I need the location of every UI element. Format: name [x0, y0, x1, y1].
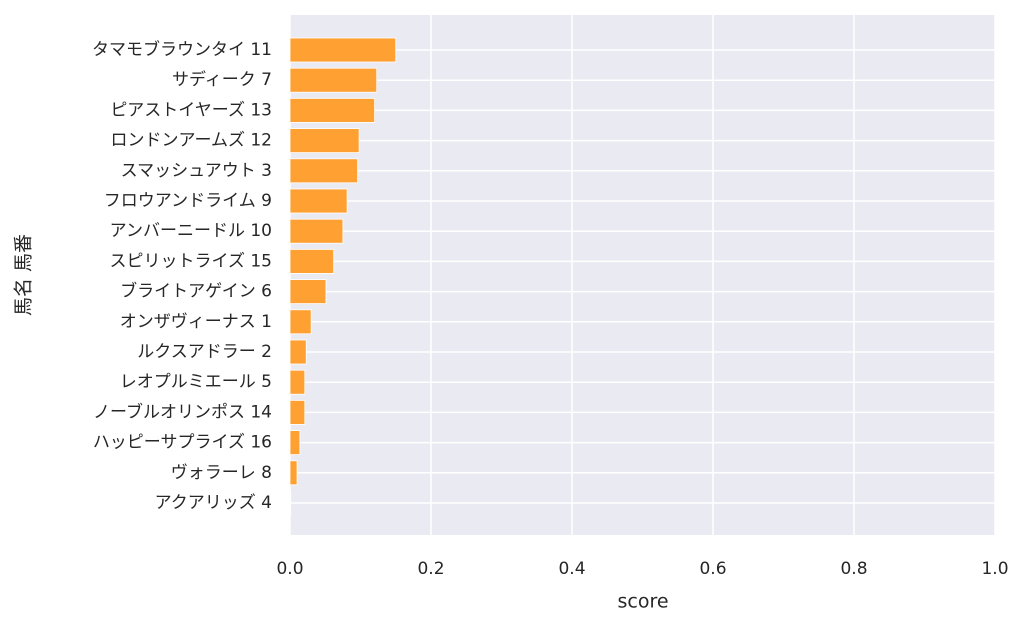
y-tick-label: ブライトアゲイン 6: [120, 281, 272, 302]
bar: [289, 279, 327, 305]
y-tick-label: ロンドンアームズ 12: [110, 131, 272, 151]
bar: [289, 490, 292, 516]
bar: [289, 128, 360, 154]
y-tick-label: スマッシュアウト 3: [121, 161, 272, 181]
y-tick-label: サディーク 7: [172, 69, 272, 90]
bar: [289, 460, 298, 486]
x-tick-label: 0.8: [840, 559, 867, 579]
x-tick-label: 0.0: [276, 559, 303, 579]
y-tick-label: フロウアンドライム 9: [104, 191, 272, 211]
x-tick-label: 0.2: [417, 559, 444, 579]
bar: [289, 218, 344, 244]
x-tick-label: 0.4: [558, 559, 585, 579]
bar: [289, 399, 306, 425]
bar: [289, 67, 378, 93]
bar: [289, 188, 348, 214]
y-tick-label: ヴォラーレ 8: [171, 463, 272, 483]
bar: [289, 248, 335, 274]
y-tick-label: ハッピーサプライズ 16: [93, 433, 272, 453]
y-axis-label: 馬名 馬番: [13, 234, 35, 316]
bar: [289, 369, 306, 395]
y-tick-label: タマモブラウンタイ 11: [92, 39, 272, 60]
x-axis-label: score: [617, 591, 668, 613]
plot-area: [290, 15, 995, 535]
y-tick-label: ノーブルオリンポス 14: [93, 401, 272, 422]
y-tick-label: アクアリッズ 4: [155, 493, 272, 513]
y-tick-label: オンザヴィーナス 1: [120, 312, 272, 332]
bar: [289, 158, 359, 184]
bar: [289, 98, 375, 123]
y-tick-label: レオプルミエール 5: [120, 372, 272, 392]
x-tick-label: 1.0: [981, 559, 1008, 579]
y-tick-label: ピアストイヤーズ 13: [110, 100, 272, 120]
y-tick-label: スピリットライズ 15: [109, 251, 272, 271]
y-tick-label: アンバーニードル 10: [110, 221, 272, 241]
bar: [289, 339, 307, 365]
x-tick-label: 0.6: [699, 559, 726, 579]
bar: [289, 309, 312, 335]
y-tick-label: ルクスアドラー 2: [137, 342, 272, 362]
bar: [289, 430, 301, 456]
bar: [289, 37, 397, 63]
